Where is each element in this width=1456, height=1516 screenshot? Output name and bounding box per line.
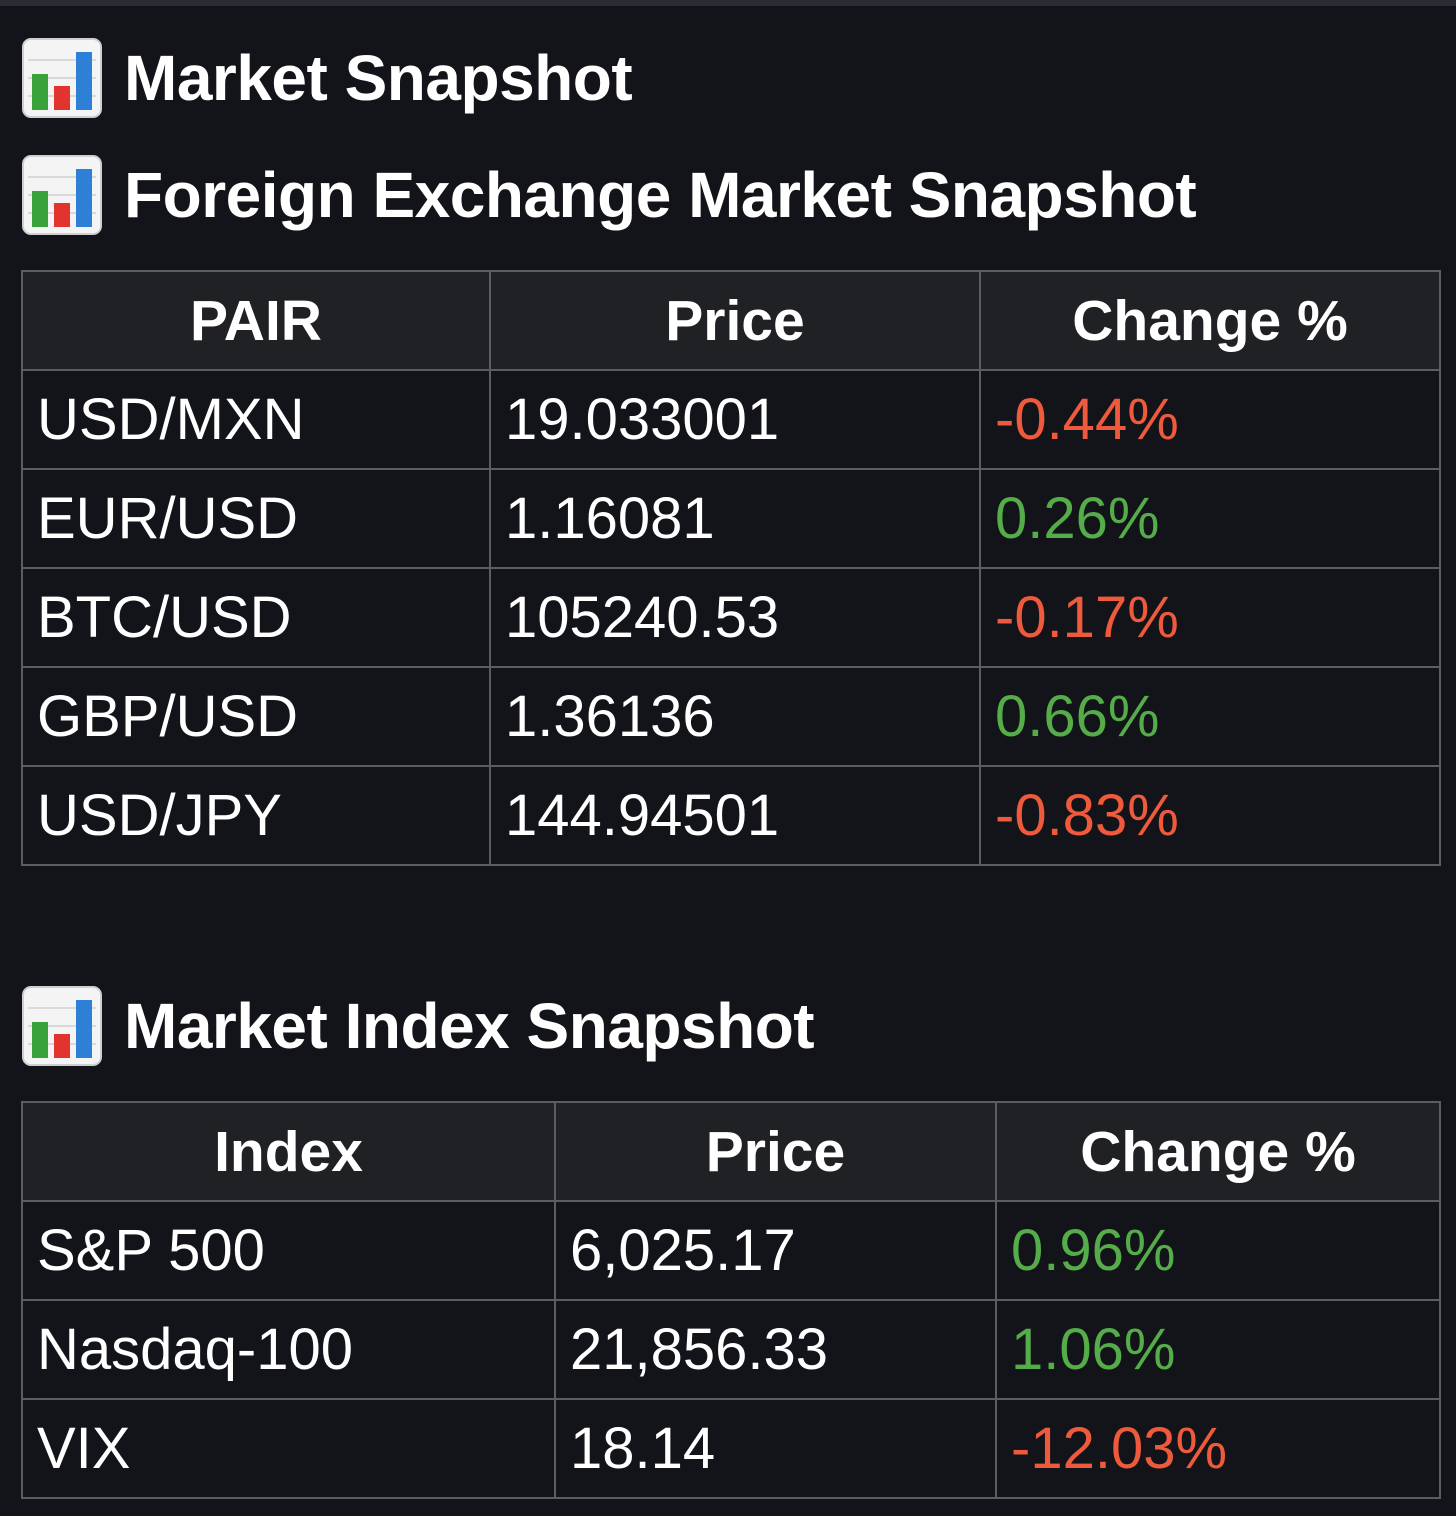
change-cell: 1.06%: [995, 1299, 1441, 1400]
index-cell: VIX: [21, 1398, 556, 1499]
table-row: USD/JPY 144.94501 -0.83%: [21, 765, 1441, 866]
bar-chart-icon: [22, 986, 102, 1066]
change-cell: -0.44%: [979, 369, 1441, 470]
index-header-row: Index Price Change %: [21, 1101, 1441, 1202]
index-table: Index Price Change % S&P 500 6,025.17 0.…: [21, 1101, 1441, 1499]
price-cell: 105240.53: [489, 567, 981, 668]
change-cell: -12.03%: [995, 1398, 1441, 1499]
pair-cell: USD/JPY: [21, 765, 491, 866]
column-header-change: Change %: [979, 270, 1441, 371]
index-heading: Market Index Snapshot: [22, 984, 815, 1068]
pair-cell: EUR/USD: [21, 468, 491, 569]
pair-cell: BTC/USD: [21, 567, 491, 668]
column-header-index: Index: [21, 1101, 556, 1202]
index-cell: S&P 500: [21, 1200, 556, 1301]
table-row: USD/MXN 19.033001 -0.44%: [21, 369, 1441, 470]
table-row: EUR/USD 1.16081 0.26%: [21, 468, 1441, 569]
table-row: S&P 500 6,025.17 0.96%: [21, 1200, 1441, 1301]
table-row: Nasdaq-100 21,856.33 1.06%: [21, 1299, 1441, 1400]
price-cell: 1.36136: [489, 666, 981, 767]
pair-cell: GBP/USD: [21, 666, 491, 767]
price-cell: 18.14: [554, 1398, 997, 1499]
change-cell: -0.17%: [979, 567, 1441, 668]
forex-section-title: Foreign Exchange Market Snapshot: [124, 159, 1197, 231]
bar-chart-icon: [22, 38, 102, 118]
change-cell: 0.26%: [979, 468, 1441, 569]
top-bar: [0, 0, 1456, 6]
price-cell: 1.16081: [489, 468, 981, 569]
forex-heading: Foreign Exchange Market Snapshot: [22, 153, 1197, 237]
price-cell: 144.94501: [489, 765, 981, 866]
column-header-pair: PAIR: [21, 270, 491, 371]
bar-chart-icon: [22, 155, 102, 235]
change-cell: 0.66%: [979, 666, 1441, 767]
page-heading: Market Snapshot: [22, 36, 633, 120]
change-cell: -0.83%: [979, 765, 1441, 866]
column-header-price: Price: [554, 1101, 997, 1202]
index-cell: Nasdaq-100: [21, 1299, 556, 1400]
column-header-change: Change %: [995, 1101, 1441, 1202]
change-cell: 0.96%: [995, 1200, 1441, 1301]
column-header-price: Price: [489, 270, 981, 371]
table-row: BTC/USD 105240.53 -0.17%: [21, 567, 1441, 668]
table-row: GBP/USD 1.36136 0.66%: [21, 666, 1441, 767]
pair-cell: USD/MXN: [21, 369, 491, 470]
forex-header-row: PAIR Price Change %: [21, 270, 1441, 371]
price-cell: 6,025.17: [554, 1200, 997, 1301]
price-cell: 21,856.33: [554, 1299, 997, 1400]
forex-table: PAIR Price Change % USD/MXN 19.033001 -0…: [21, 270, 1441, 866]
index-section-title: Market Index Snapshot: [124, 990, 815, 1062]
page-title: Market Snapshot: [124, 42, 633, 114]
price-cell: 19.033001: [489, 369, 981, 470]
table-row: VIX 18.14 -12.03%: [21, 1398, 1441, 1499]
